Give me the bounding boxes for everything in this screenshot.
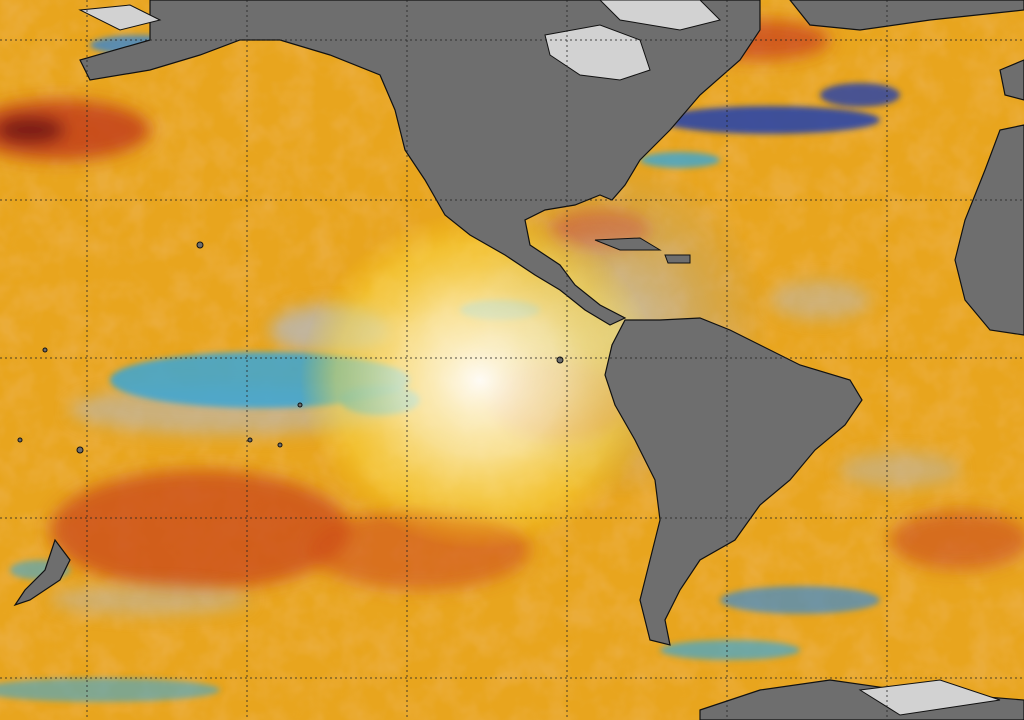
sea-ice [78,0,1001,716]
south-america [604,317,863,646]
greenland [789,0,1024,31]
africa [954,124,1024,336]
land-masses [13,0,1024,720]
bright-glow [300,210,660,550]
islands [17,237,691,454]
new-zealand [13,538,71,607]
cuba [594,237,662,251]
europe-fragment [999,59,1024,101]
hispaniola [664,254,691,264]
